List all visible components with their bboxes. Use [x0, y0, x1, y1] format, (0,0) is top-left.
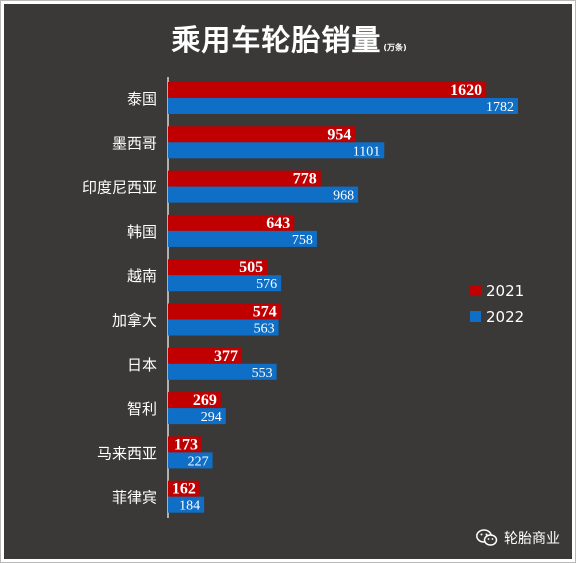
- data-label-2021: 162: [172, 481, 196, 498]
- bar-2022: [168, 408, 226, 425]
- category-label: 智利: [127, 400, 157, 418]
- data-label-2021: 778: [293, 171, 317, 188]
- bar-2021: [168, 82, 487, 98]
- category-label: 加拿大: [112, 312, 157, 330]
- data-label-2022: 1101: [353, 144, 380, 159]
- bar-2021: [168, 392, 221, 409]
- bar-2021: [168, 126, 356, 143]
- category-label: 马来西亚: [97, 444, 157, 462]
- bar-2021: [168, 170, 321, 187]
- category-label: 越南: [127, 267, 157, 285]
- data-label-2022: 184: [179, 499, 200, 514]
- data-label-2021: 643: [266, 215, 290, 232]
- data-label-2022: 1782: [486, 100, 514, 115]
- data-label-2021: 505: [239, 259, 263, 276]
- category-label: 泰国: [127, 90, 157, 108]
- category-label: 墨西哥: [112, 134, 157, 152]
- legend-label-2021: 2021: [486, 282, 524, 300]
- category-label: 日本: [127, 356, 157, 374]
- data-label-2022: 227: [188, 454, 209, 469]
- data-label-2021: 269: [193, 392, 217, 409]
- data-label-2021: 954: [327, 126, 351, 143]
- data-label-2022: 563: [254, 322, 275, 337]
- bar-2022: [168, 452, 213, 469]
- data-label-2022: 294: [201, 410, 222, 425]
- data-label-2022: 758: [292, 233, 313, 248]
- legend-label-2022: 2022: [486, 308, 524, 326]
- bar-2022: [168, 275, 282, 292]
- bar-2021: [168, 436, 202, 453]
- bar-2022: [168, 230, 317, 247]
- brand-watermark: 轮胎商业: [476, 528, 560, 548]
- data-label-2022: 553: [252, 366, 273, 381]
- category-label: 菲律宾: [112, 489, 157, 507]
- data-label-2021: 173: [174, 436, 198, 453]
- bar-2022: [168, 496, 205, 513]
- data-label-2022: 576: [256, 277, 277, 292]
- legend-swatch-2022: [470, 311, 481, 322]
- category-label: 印度尼西亚: [82, 179, 157, 197]
- bar-2022: [168, 98, 518, 114]
- data-label-2021: 574: [253, 304, 277, 321]
- data-label-2022: 968: [333, 189, 354, 204]
- chart-title-block: 乘用车轮胎销量 (万条): [1, 17, 575, 59]
- bar-2021: [168, 347, 243, 364]
- bar-2022: [168, 142, 385, 159]
- bar-2022: [168, 319, 279, 336]
- data-label-2021: 377: [214, 348, 238, 365]
- bar-2022: [168, 186, 359, 203]
- bar-2021: [168, 214, 295, 231]
- brand-name: 轮胎商业: [504, 531, 560, 547]
- chart-unit: (万条): [383, 43, 407, 52]
- chart-title: 乘用车轮胎销量: [171, 23, 382, 57]
- category-label: 韩国: [127, 223, 157, 241]
- bar-2021: [168, 259, 268, 276]
- legend-swatch-2021: [470, 285, 481, 296]
- wechat-icon: [476, 529, 498, 546]
- bar-2021: [168, 480, 200, 497]
- bar-2021: [168, 303, 281, 320]
- bar-2022: [168, 363, 277, 380]
- data-label-2021: 1620: [450, 82, 482, 99]
